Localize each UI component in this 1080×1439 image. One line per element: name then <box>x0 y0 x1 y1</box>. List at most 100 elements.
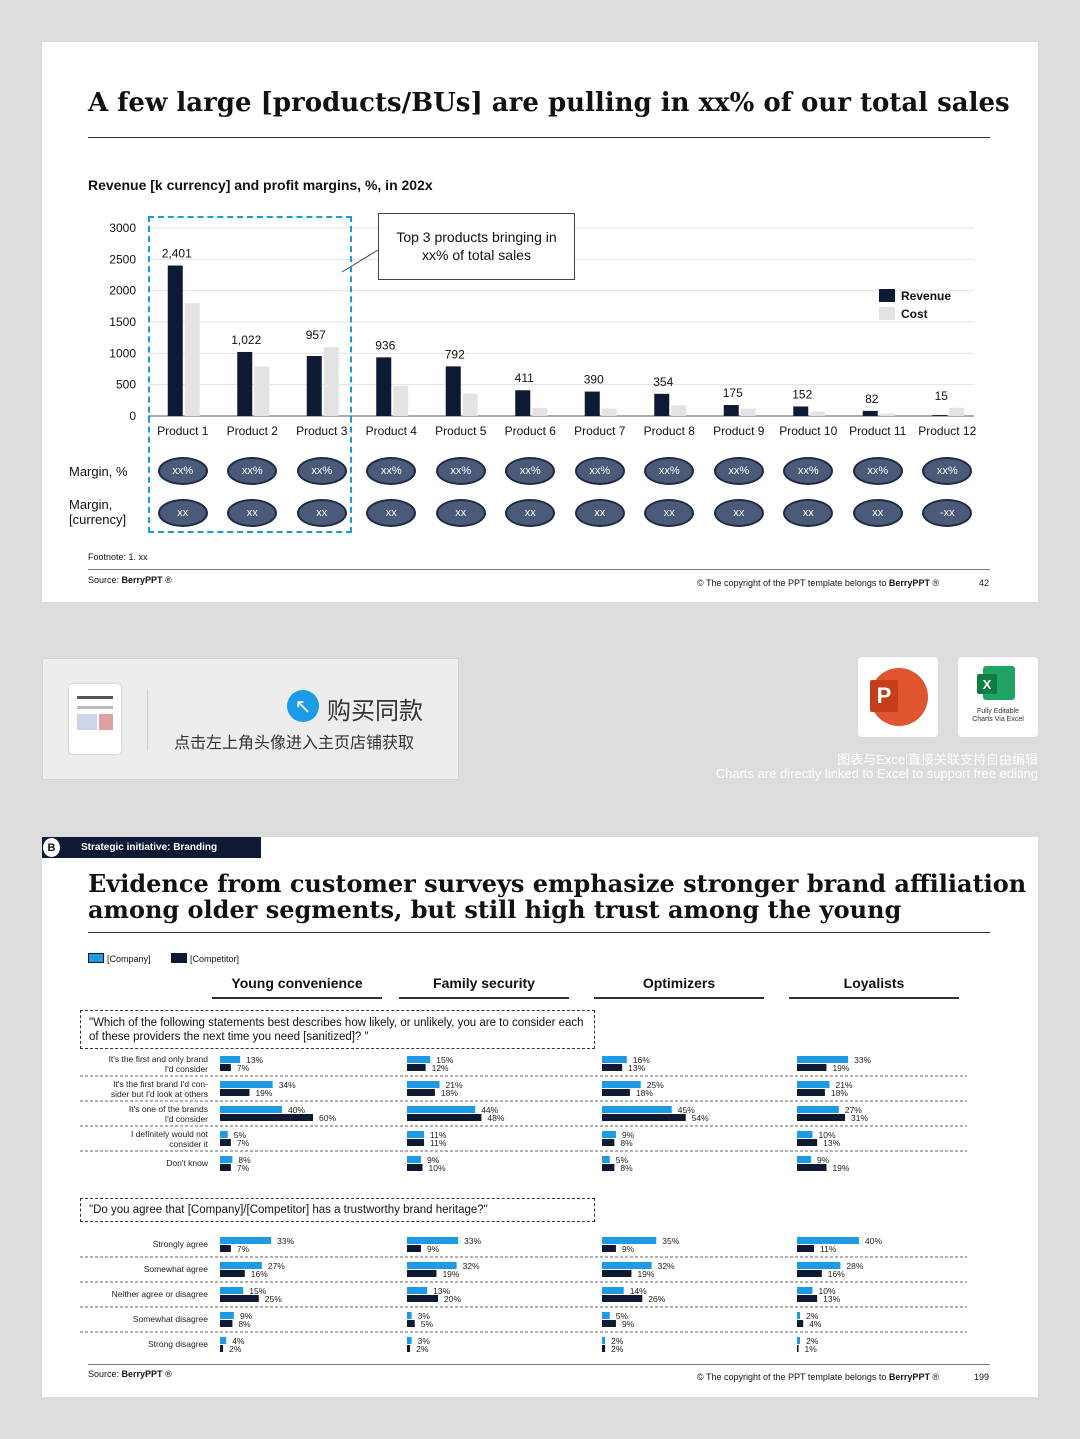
data-label: 1,022 <box>231 333 261 347</box>
buy-promo-card[interactable]: ↖ 购买同款 点击左上角头像进入主页店铺获取 <box>42 658 459 780</box>
competitor-bar <box>407 1295 438 1302</box>
revenue-bar <box>723 405 739 416</box>
company-value: 3% <box>418 1311 431 1321</box>
competitor-value: 19% <box>832 1163 849 1173</box>
competitor-bar <box>602 1139 615 1146</box>
legend-competitor-label: [Competitor] <box>190 954 240 964</box>
margin-pct-oval: xx% <box>852 457 903 485</box>
competitor-bar <box>602 1345 606 1352</box>
row-label: Somewhat disagree <box>133 1314 208 1324</box>
row-label: Neither agree or disagree <box>112 1289 209 1299</box>
source: Source: BerryPPT ® <box>88 575 172 585</box>
legend-cost-label: Cost <box>901 307 928 321</box>
excel-letter: X <box>977 674 997 694</box>
cost-bar <box>393 385 409 416</box>
competitor-bar <box>797 1270 822 1277</box>
competitor-value: 13% <box>823 1294 840 1304</box>
slide-branding: B Strategic initiative: Branding Evidenc… <box>42 837 1038 1397</box>
competitor-bar <box>220 1089 250 1096</box>
thumbnail-line <box>77 706 113 709</box>
competitor-value: 19% <box>637 1269 654 1279</box>
margin-pct-oval: xx% <box>783 457 834 485</box>
competitor-value: 12% <box>432 1063 449 1073</box>
competitor-bar <box>797 1345 799 1352</box>
arrow-up-left-icon: ↖ <box>287 690 319 722</box>
company-value: 21% <box>836 1080 853 1090</box>
revenue-bar <box>445 366 461 416</box>
competitor-bar <box>220 1320 233 1327</box>
y-tick-label: 500 <box>116 378 136 392</box>
company-value: 4% <box>232 1336 245 1346</box>
competitor-value: 13% <box>823 1138 840 1148</box>
excel-caption: Fully Editable Charts Via Excel <box>958 708 1038 725</box>
caption-cn: 图表与Excel直接关联支持自由编辑 <box>837 752 1038 767</box>
y-tick-label: 0 <box>129 409 136 423</box>
company-bar <box>220 1056 241 1063</box>
company-bar <box>407 1312 412 1319</box>
revenue-bar <box>306 356 322 416</box>
margin-cur-oval: xx <box>644 499 695 527</box>
margin-cur-oval: xx <box>157 499 208 527</box>
company-bar <box>797 1237 859 1244</box>
category-label: Product 5 <box>435 424 487 438</box>
legend-cost-swatch <box>879 307 895 320</box>
company-bar <box>220 1262 262 1269</box>
competitor-bar <box>220 1164 231 1171</box>
company-value: 5% <box>616 1311 629 1321</box>
company-value: 2% <box>611 1336 624 1346</box>
competitor-value: 7% <box>237 1163 250 1173</box>
competitor-value: 7% <box>237 1063 250 1073</box>
y-tick-label: 2000 <box>109 284 136 298</box>
data-label: 792 <box>445 347 465 361</box>
revenue-bar <box>237 351 253 416</box>
company-value: 27% <box>845 1105 862 1115</box>
competitor-value: 1% <box>805 1344 818 1352</box>
divider <box>147 689 148 751</box>
y-tick-label: 2500 <box>109 252 136 266</box>
competitor-bar <box>407 1245 421 1252</box>
margin-cur-oval: xx <box>505 499 556 527</box>
competitor-bar <box>602 1320 616 1327</box>
competitor-bar <box>220 1139 231 1146</box>
competitor-bar <box>602 1164 615 1171</box>
competitor-value: 19% <box>255 1088 272 1098</box>
company-value: 16% <box>633 1055 650 1065</box>
company-bar <box>407 1287 428 1294</box>
company-value: 33% <box>277 1236 294 1246</box>
company-value: 21% <box>446 1080 463 1090</box>
competitor-value: 7% <box>237 1244 250 1254</box>
top3-highlight-box <box>148 216 352 533</box>
company-value: 40% <box>865 1236 882 1246</box>
margin-cur-oval: xx <box>713 499 764 527</box>
category-label: Product 6 <box>505 424 557 438</box>
question1-box: "Which of the following statements best … <box>80 1010 595 1049</box>
company-bar <box>407 1131 425 1138</box>
slide-revenue: A few large [products/BUs] are pulling i… <box>42 42 1038 602</box>
margin-pct-oval: xx% <box>922 457 973 485</box>
thumbnail-block <box>99 714 113 730</box>
margin-cur-oval: xx <box>852 499 903 527</box>
company-value: 32% <box>658 1261 675 1271</box>
callout-leader <box>341 249 379 273</box>
company-value: 25% <box>647 1080 664 1090</box>
margin-cur-oval: xx <box>783 499 834 527</box>
competitor-bar <box>220 1295 259 1302</box>
competitor-value: 19% <box>832 1063 849 1073</box>
margin-pct-oval: xx% <box>644 457 695 485</box>
company-value: 3% <box>418 1336 431 1346</box>
company-bar <box>220 1156 233 1163</box>
copyright-brand: BerryPPT <box>888 578 930 588</box>
competitor-value: 4% <box>809 1319 822 1329</box>
competitor-bar <box>797 1295 818 1302</box>
competitor-bar <box>407 1345 411 1352</box>
competitor-bar <box>797 1114 846 1121</box>
margin-cur-oval: xx <box>227 499 278 527</box>
company-bar <box>407 1106 476 1113</box>
company-bar <box>797 1312 801 1319</box>
thumbnail-block <box>77 714 97 730</box>
row-label: sider but I'd look at others <box>111 1089 208 1099</box>
company-value: 8% <box>238 1155 251 1165</box>
cost-bar <box>184 303 200 416</box>
badge-letter: B <box>42 837 61 858</box>
category-label: Product 12 <box>918 424 976 438</box>
